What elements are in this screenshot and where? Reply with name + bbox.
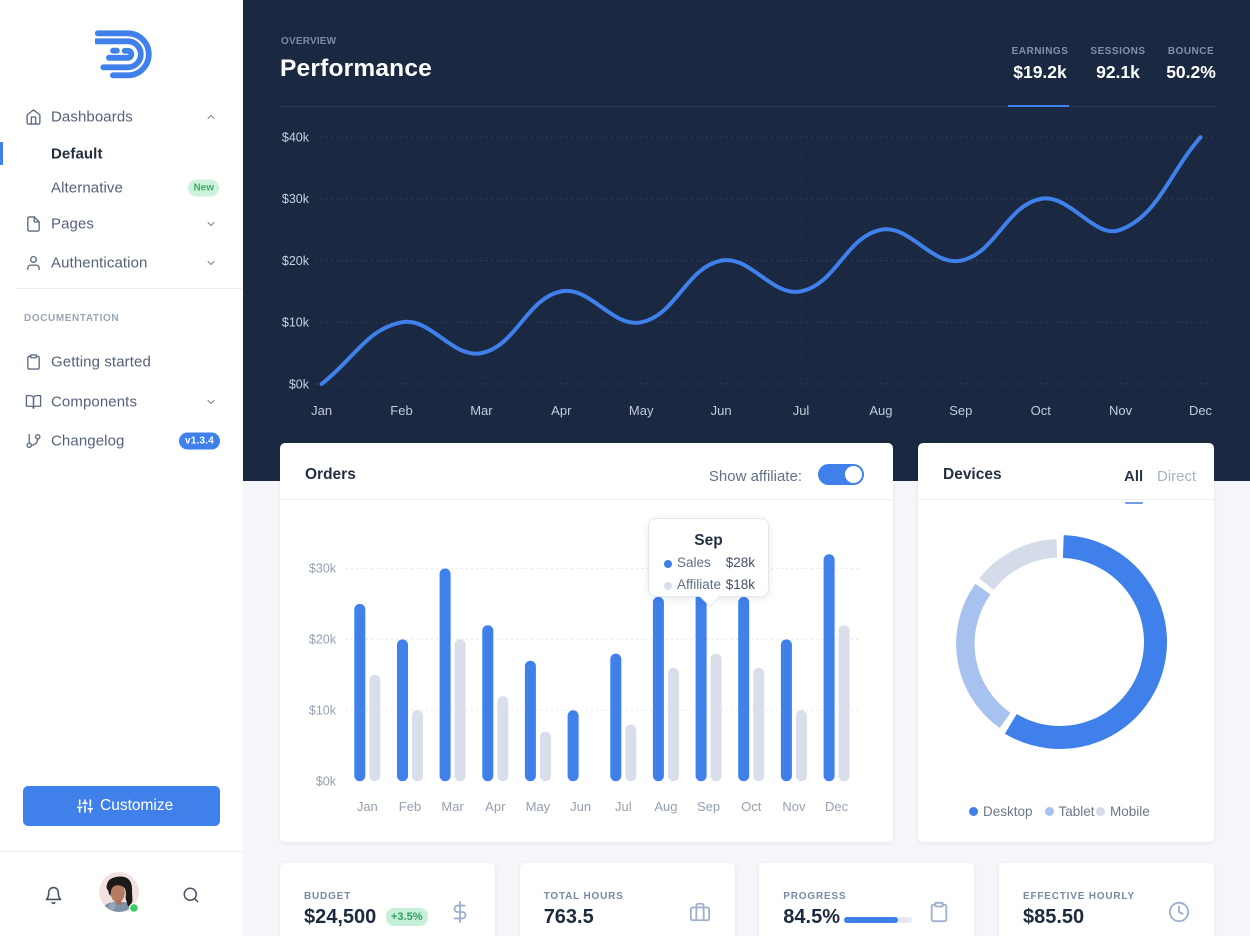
svg-text:Jul: Jul — [615, 799, 632, 814]
svg-text:Sep: Sep — [697, 799, 720, 814]
svg-text:Feb: Feb — [390, 403, 412, 418]
svg-text:Apr: Apr — [485, 799, 506, 814]
svg-text:Mar: Mar — [470, 403, 493, 418]
svg-text:$40k: $40k — [282, 131, 310, 145]
svg-text:$30k: $30k — [282, 192, 310, 206]
svg-text:Aug: Aug — [869, 403, 892, 418]
svg-text:Feb: Feb — [399, 799, 421, 814]
svg-text:Nov: Nov — [782, 799, 806, 814]
svg-text:$0k: $0k — [316, 775, 337, 789]
svg-text:Jul: Jul — [793, 403, 810, 418]
svg-text:$20k: $20k — [309, 633, 337, 647]
svg-text:Aug: Aug — [654, 799, 677, 814]
svg-text:Apr: Apr — [551, 403, 572, 418]
svg-text:Jan: Jan — [311, 403, 332, 418]
svg-text:$10k: $10k — [282, 316, 310, 330]
svg-text:Jun: Jun — [570, 799, 591, 814]
svg-text:$20k: $20k — [282, 254, 310, 268]
svg-text:Jan: Jan — [357, 799, 378, 814]
svg-text:Oct: Oct — [741, 799, 762, 814]
svg-text:Dec: Dec — [1189, 403, 1213, 418]
svg-text:Dec: Dec — [825, 799, 849, 814]
svg-text:May: May — [629, 403, 654, 418]
svg-text:May: May — [526, 799, 551, 814]
svg-text:Mar: Mar — [441, 799, 464, 814]
svg-text:Nov: Nov — [1109, 403, 1133, 418]
svg-text:Oct: Oct — [1031, 403, 1052, 418]
svg-text:Jun: Jun — [711, 403, 732, 418]
svg-text:$0k: $0k — [289, 377, 310, 391]
svg-text:Sep: Sep — [949, 403, 972, 418]
svg-text:$10k: $10k — [309, 704, 337, 718]
svg-text:$30k: $30k — [309, 562, 337, 576]
